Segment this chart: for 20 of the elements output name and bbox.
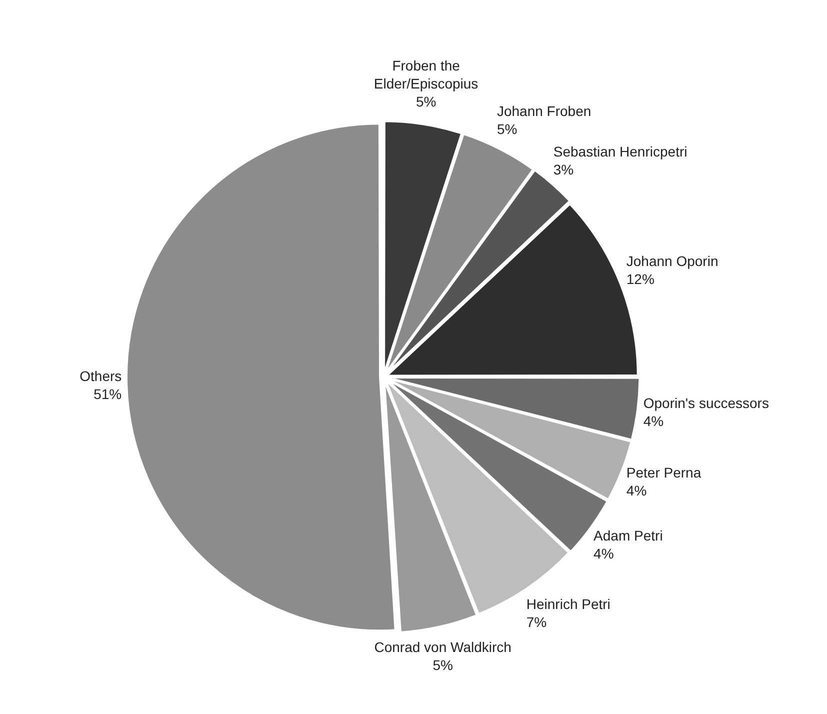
slice-label: Heinrich Petri [526, 596, 610, 612]
data-label: 5% [432, 656, 453, 673]
data-label: 51% [94, 386, 122, 402]
data-label: 4% [626, 482, 647, 499]
data-label: 3% [553, 162, 574, 178]
slice-label: Peter Perna [626, 464, 702, 481]
data-label: 5% [496, 121, 518, 138]
slice-label: Johann Oporin [626, 253, 718, 270]
data-label: 4% [643, 412, 664, 429]
slice-label: Conrad von Waldkirch [374, 638, 512, 655]
slice-label: Sebastian Henricpetri [553, 144, 688, 160]
slice-label: Adam Petri [594, 528, 663, 544]
slice-label: Froben the Elder/Episcopius [374, 58, 478, 92]
data-label: 4% [594, 546, 614, 562]
slice-label: Johann Froben [496, 103, 592, 120]
slice-label: Oporin's successors [643, 394, 769, 411]
data-label: 7% [526, 614, 547, 630]
slice-label: Others [80, 368, 122, 384]
data-label: 12% [626, 271, 654, 288]
data-label: 5% [416, 94, 436, 110]
